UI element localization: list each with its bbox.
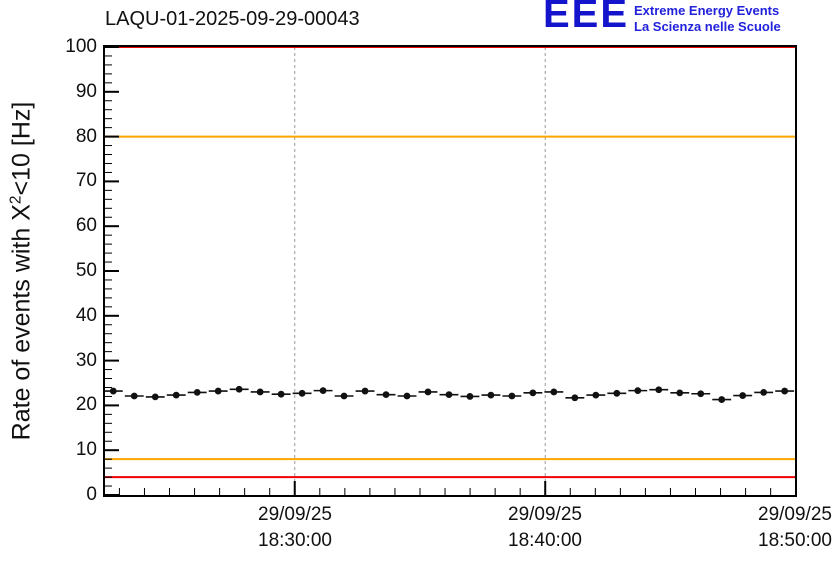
y-tick-label: 40 xyxy=(75,304,97,326)
plot-area xyxy=(103,45,797,497)
data-point xyxy=(508,392,516,400)
data-point xyxy=(466,393,474,400)
data-point xyxy=(634,387,642,395)
x-tick-date: 29/09/25 xyxy=(758,504,832,525)
eee-logo-line2: La Scienza nelle Scuole xyxy=(634,19,781,34)
y-tick-label: 90 xyxy=(75,80,97,102)
data-point xyxy=(445,391,453,399)
y-tick-label: 70 xyxy=(75,170,97,192)
y-tick-label: 80 xyxy=(75,125,97,147)
data-point xyxy=(298,389,306,397)
x-tick-time: 18:40:00 xyxy=(508,530,582,551)
data-point xyxy=(655,386,663,394)
x-tick-time: 18:30:00 xyxy=(258,530,332,551)
eee-logo-acronym: EEE xyxy=(543,0,630,36)
data-point xyxy=(718,396,726,403)
y-tick-label: 20 xyxy=(75,394,97,416)
y-tick-label: 60 xyxy=(75,215,97,237)
eee-logo-line1: Extreme Energy Events xyxy=(634,3,780,18)
y-axis-label-suffix: <10 [Hz] xyxy=(7,101,36,196)
data-point xyxy=(592,391,600,399)
chart-title: LAQU-01-2025-09-29-00043 xyxy=(105,8,360,30)
data-point xyxy=(550,388,558,396)
data-point xyxy=(382,391,390,399)
x-tick-label: 29/09/25 18:30:00 xyxy=(235,502,355,554)
data-point xyxy=(697,390,705,398)
data-point xyxy=(256,388,264,396)
data-point xyxy=(571,394,579,402)
data-point xyxy=(214,387,222,395)
x-tick-date: 29/09/25 xyxy=(508,504,582,525)
data-point xyxy=(193,389,201,396)
y-axis-label: Rate of events with X2<10 [Hz] xyxy=(7,102,36,441)
y-axis-label-superscript: 2 xyxy=(7,195,25,205)
data-point xyxy=(487,391,495,399)
data-point xyxy=(739,392,747,399)
x-tick-time: 18:50:00 xyxy=(758,530,832,551)
data-point xyxy=(151,393,159,401)
y-axis-label-prefix: Rate of events with X xyxy=(7,204,36,441)
data-point xyxy=(613,389,621,397)
data-point xyxy=(172,391,180,399)
data-point xyxy=(109,387,117,395)
y-tick-label: 0 xyxy=(86,484,97,505)
y-tick-label: 10 xyxy=(75,439,97,461)
x-tick-date: 29/09/25 xyxy=(258,504,332,525)
data-point xyxy=(760,389,768,396)
y-tick-label: 30 xyxy=(75,349,97,371)
data-point xyxy=(676,389,684,397)
data-point xyxy=(529,389,537,397)
data-point xyxy=(781,387,789,395)
data-point xyxy=(403,392,411,400)
x-tick-label: 29/09/25 18:50:00 xyxy=(735,502,836,554)
x-tick-label: 29/09/25 18:40:00 xyxy=(485,502,605,554)
data-point xyxy=(130,392,138,400)
data-point xyxy=(424,388,432,396)
data-point xyxy=(340,392,348,400)
chart-svg xyxy=(105,47,795,495)
data-point xyxy=(319,387,327,395)
data-point xyxy=(361,387,369,395)
y-tick-label: 100 xyxy=(65,36,97,57)
data-point xyxy=(277,390,285,398)
data-point xyxy=(235,385,243,393)
y-tick-label: 50 xyxy=(75,260,97,281)
